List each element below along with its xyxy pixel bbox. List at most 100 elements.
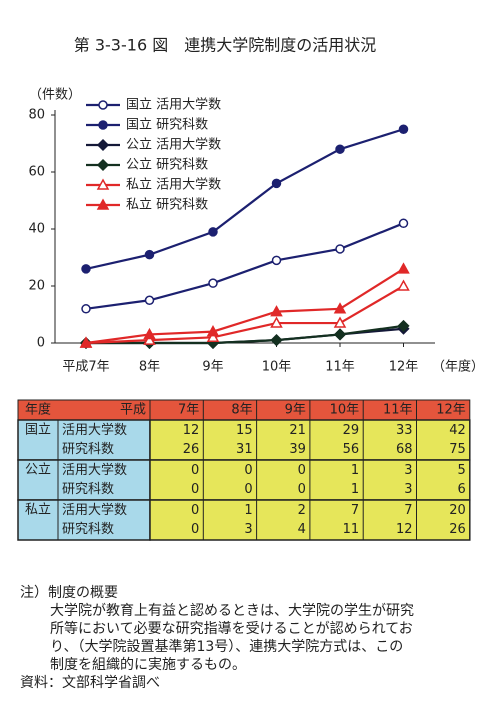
table-header: 12年 — [436, 403, 466, 418]
table-cell: 3 — [404, 482, 412, 497]
table-cell: 11 — [343, 522, 360, 537]
y-tick-label: 0 — [37, 336, 45, 351]
table-cell: 26 — [449, 522, 466, 537]
table-row-label: 活用大学数 — [62, 502, 127, 518]
marker — [270, 316, 283, 328]
table-cell: 4 — [298, 522, 306, 537]
table-header: 11年 — [383, 403, 413, 418]
series-line — [86, 324, 404, 345]
marker — [208, 278, 218, 288]
table-group-bg — [17, 499, 151, 541]
legend-marker — [98, 100, 108, 110]
table-cell: 20 — [449, 503, 466, 518]
y-tick-label: 40 — [28, 222, 45, 237]
table-cell: 0 — [191, 522, 199, 537]
table-row-label: 研究科数 — [62, 522, 114, 537]
x-tick-label: 平成7年 — [62, 360, 109, 375]
table-group: 公立 — [25, 463, 51, 478]
series-line — [85, 222, 404, 310]
marker — [81, 304, 91, 314]
marker — [143, 327, 156, 340]
table-cell: 68 — [396, 442, 413, 457]
legend-label: 国立 研究科数 — [126, 118, 208, 133]
table-group: 私立 — [25, 503, 51, 518]
marker — [397, 279, 410, 291]
table-cell: 0 — [191, 503, 199, 518]
marker — [79, 336, 93, 348]
legend-marker — [96, 158, 110, 172]
table-cell: 7 — [404, 503, 412, 518]
table-cell: 29 — [343, 423, 360, 438]
table-header: 8年 — [231, 403, 252, 418]
table-cell: 6 — [458, 482, 466, 497]
series-line — [85, 285, 405, 345]
y-tick-label: 60 — [28, 165, 45, 180]
table-cell: 42 — [449, 423, 466, 438]
table-group-bg — [17, 419, 151, 461]
marker — [144, 295, 155, 305]
marker — [208, 227, 218, 237]
table-cell: 39 — [289, 442, 306, 457]
table-header: 7年 — [178, 403, 199, 418]
table-cell: 0 — [298, 463, 306, 478]
legend-label: 公立 研究科数 — [126, 158, 208, 173]
x-tick-label: 11年 — [325, 360, 355, 375]
marker — [333, 328, 347, 341]
table-cell: 0 — [244, 482, 252, 497]
note-source: 資料：文部科学省調べ — [20, 675, 160, 691]
legend-label: 私立 研究科数 — [126, 198, 208, 213]
table-cell: 1 — [244, 503, 252, 518]
x-tick-label: 10年 — [262, 360, 292, 375]
table-group: 国立 — [25, 423, 51, 438]
marker — [397, 262, 410, 274]
table-cell: 5 — [458, 463, 466, 478]
marker — [144, 249, 155, 260]
marker — [271, 178, 282, 189]
table-cell: 21 — [289, 423, 306, 438]
table-header: 平成 — [120, 403, 146, 418]
y-tick-label: 80 — [28, 108, 45, 123]
series-line — [85, 128, 404, 270]
legend-marker — [96, 178, 110, 190]
table-cell: 7 — [351, 503, 359, 518]
title: 第 3-3-16 図 連携大学院制度の活用状況 — [74, 36, 376, 55]
note-heading: 注）制度の概要 — [20, 585, 118, 601]
marker — [206, 330, 220, 343]
y-tick-label: 20 — [28, 279, 45, 294]
series-line — [85, 267, 405, 345]
legend-marker — [96, 138, 110, 152]
table-header: 年度 — [25, 402, 51, 418]
table-cell: 26 — [183, 442, 200, 457]
marker — [81, 264, 91, 274]
y-axis-label: （件数） — [29, 88, 81, 103]
marker — [143, 333, 156, 345]
marker — [398, 124, 409, 134]
table-header: 10年 — [330, 403, 360, 418]
table-cell: 31 — [236, 442, 253, 457]
marker — [270, 334, 283, 347]
marker — [333, 316, 347, 328]
note-line: 所等において必要な研究指導を受けることが認められてお — [50, 620, 413, 637]
table-row-label: 研究科数 — [62, 482, 114, 497]
table-cell: 0 — [191, 482, 199, 497]
x-axis-label: （年度） — [432, 359, 484, 375]
note-line: り、（大学院設置基準第13号）、連携大学院方式は、この — [50, 638, 403, 655]
x-tick-label: 12年 — [389, 360, 419, 375]
marker — [270, 305, 283, 317]
table-cell: 33 — [396, 423, 413, 438]
note-line: 制度を組織的に実施するもの。 — [50, 657, 246, 673]
marker — [335, 144, 345, 154]
table-cell: 3 — [404, 463, 412, 478]
table-cell: 0 — [244, 463, 252, 478]
legend-label: 私立 活用大学数 — [126, 177, 221, 193]
table-cell: 1 — [351, 482, 359, 497]
table-cell: 3 — [244, 522, 252, 537]
table-row-label: 研究科数 — [62, 442, 114, 457]
note-line: 大学院が教育上有益と認めるときは、大学院の学生が研究 — [50, 603, 414, 619]
table-cell: 56 — [343, 442, 360, 457]
legend-marker — [96, 198, 110, 210]
marker — [398, 218, 409, 229]
table-cell: 0 — [191, 463, 199, 478]
table-header: 9年 — [285, 403, 306, 418]
